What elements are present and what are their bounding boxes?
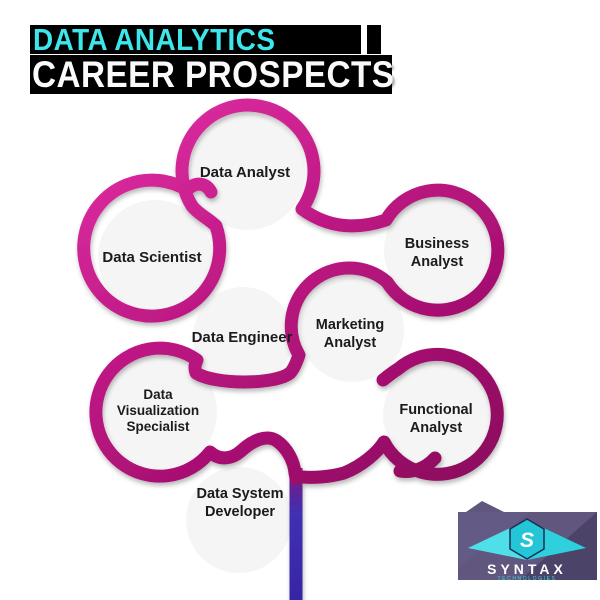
title-line-2-text: CAREER PROSPECTS [32,54,395,95]
node-marketing-analyst-circle [300,278,404,382]
ribbon-tail [393,451,442,478]
node-data-scientist-label: Data Scientist [102,249,201,266]
node-functional-analyst-label-line-2: Analyst [410,420,463,436]
node-business-analyst-label-line-1: Business [405,236,469,252]
title-line-1: DATA ANALYTICS [30,22,361,57]
title-line-2: CAREER PROSPECTS [30,54,395,95]
title-decoration-block [367,25,381,54]
node-data-visualization-circle [103,355,217,469]
main-ribbon [77,98,505,485]
functional-analyst-ribbon [295,347,504,484]
graduation-cap-icon: S [468,518,586,560]
logo-tagline-text: TECHNOLOGIES [498,576,557,582]
node-data-visualization-label-line-2: Visualization [117,403,199,418]
node-data-analyst-circle [189,114,305,230]
node-business-analyst-label-line-2: Analyst [411,254,464,270]
node-business-analyst-circle [384,196,492,304]
node-data-scientist-circle [98,200,212,314]
node-data-visualization-label-line-3: Specialist [126,419,190,434]
title-line-1-text: DATA ANALYTICS [33,22,276,57]
node-data-engineer-label: Data Engineer [192,329,293,346]
logo-brand-text: SYNTAX [487,561,567,577]
node-functional-analyst-label-line-1: Functional [399,402,472,418]
node-marketing-analyst-label-line-2: Analyst [324,335,377,351]
logo-hexagon [509,518,545,560]
node-data-analyst-label: Data Analyst [200,164,290,181]
node-data-visualization-label-line-1: Data [143,387,173,402]
logo-background-peak [466,501,504,512]
node-data-system-developer-label-line-1: Data System [196,486,283,502]
syntax-logo: S SYNTAX TECHNOLOGIES [458,501,597,582]
node-functional-analyst-circle [383,361,491,469]
node-discs [98,114,492,573]
logo-monogram: S [520,529,534,552]
node-labels: Data Analyst Data Scientist Business Ana… [102,164,472,520]
node-data-engineer-circle [193,287,293,387]
node-data-system-developer-label-line-2: Developer [205,504,275,520]
node-data-system-developer-circle [186,467,292,573]
ribbon-group [77,98,505,600]
node-marketing-analyst-label-line-1: Marketing [316,317,385,333]
